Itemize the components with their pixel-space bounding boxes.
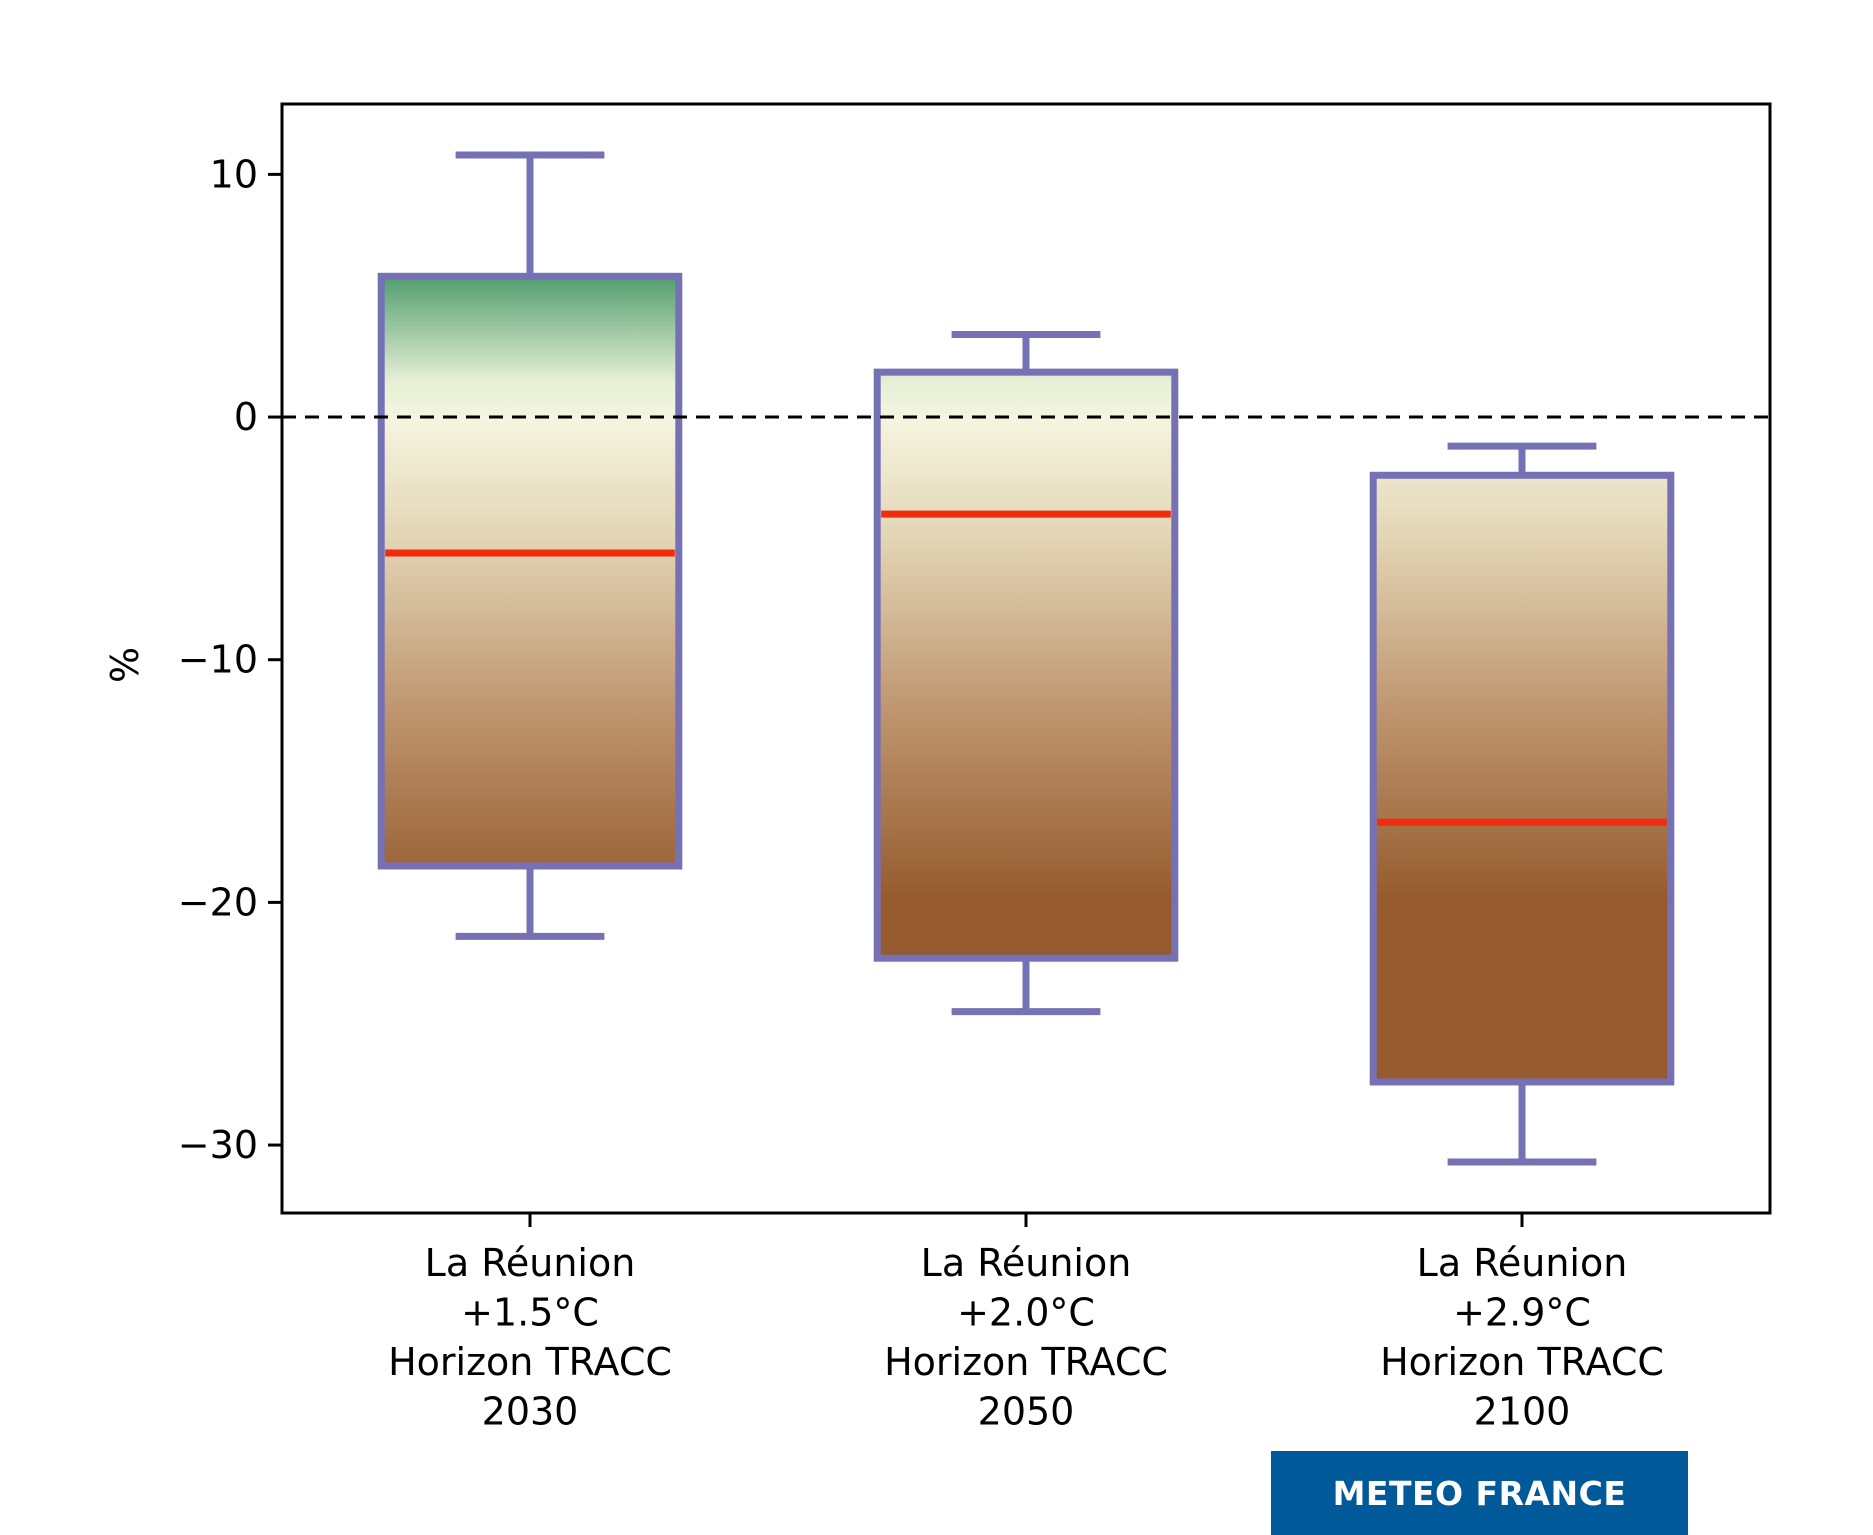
x-tick-label-line: 2050 <box>978 1390 1075 1434</box>
x-tick-label: La Réunion +1.5°C Horizon TRACC 2030 <box>388 1241 672 1434</box>
box-body <box>873 368 1179 962</box>
y-axis-label: % <box>103 647 147 683</box>
x-tick-label-line: +1.5°C <box>461 1291 599 1335</box>
meteo-france-logo: METEO FRANCE <box>1271 1451 1688 1535</box>
boxes-layer <box>377 151 1675 1166</box>
x-tick-label-line: Horizon TRACC <box>1380 1340 1664 1384</box>
y-tick-label: 0 <box>234 395 258 439</box>
x-tick-label-line: Horizon TRACC <box>884 1340 1168 1384</box>
box-3 <box>1369 442 1675 1166</box>
x-tick-label: La Réunion +2.9°C Horizon TRACC 2100 <box>1380 1241 1664 1434</box>
medians-layer <box>385 510 1667 826</box>
y-tick-label: −20 <box>178 880 258 924</box>
x-tick-label-line: La Réunion <box>1417 1241 1628 1285</box>
y-axis: 10 0 −10 −20 −30 <box>178 152 282 1167</box>
y-tick-label: −30 <box>178 1123 258 1167</box>
x-tick-label-line: 2100 <box>1474 1390 1571 1434</box>
x-tick-label-line: La Réunion <box>425 1241 636 1285</box>
x-tick-label: La Réunion +2.0°C Horizon TRACC 2050 <box>884 1241 1168 1434</box>
y-tick-label: 10 <box>210 152 258 196</box>
box-body <box>1369 471 1675 1086</box>
box-1 <box>377 151 683 940</box>
box-2 <box>873 331 1179 1016</box>
x-tick-label-line: 2030 <box>482 1390 579 1434</box>
box-body <box>377 272 683 870</box>
y-tick-label: −10 <box>178 638 258 682</box>
x-tick-label-line: +2.0°C <box>957 1291 1095 1335</box>
x-tick-label-line: Horizon TRACC <box>388 1340 672 1384</box>
x-tick-label-line: La Réunion <box>921 1241 1132 1285</box>
x-tick-label-line: +2.9°C <box>1453 1291 1591 1335</box>
